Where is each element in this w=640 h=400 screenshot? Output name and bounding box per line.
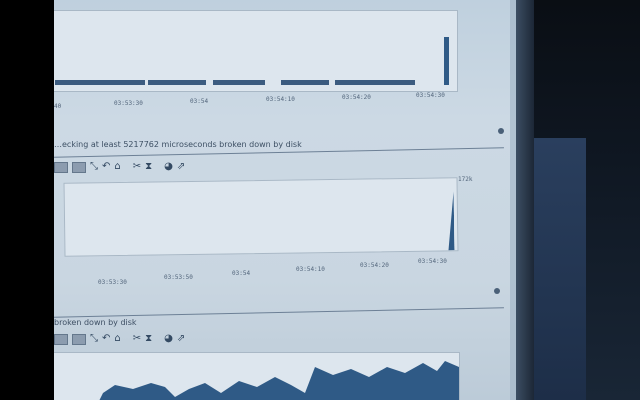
export-icon[interactable]: ⇗ — [176, 333, 186, 344]
x-tick: 03:54:10 — [296, 266, 325, 273]
plot-area-1 — [54, 10, 458, 92]
chart-panel-3: broken down by disk ⤡ ↶ ⌂ ✂ ⧗ ◕ ⇗ — [54, 304, 516, 400]
x-tick: 03:53:50 — [164, 274, 193, 281]
monitor-bezel — [516, 0, 534, 400]
scissors-icon[interactable]: ✂ — [132, 333, 142, 344]
background-left — [0, 0, 54, 400]
x-tick: 03:54 — [190, 98, 209, 105]
zoom-icon[interactable]: ⤡ — [90, 333, 98, 344]
x-tick: 03:53:30 — [114, 100, 143, 107]
lock-icon[interactable]: ⌂ — [114, 333, 121, 344]
hourglass-icon[interactable]: ⧗ — [145, 333, 153, 344]
panel-title: …ecking at least 5217762 microseconds br… — [54, 140, 302, 149]
chart-toolbar-2: ⤡ ↶ ⌂ ✂ ⧗ ◕ ⇗ — [54, 160, 185, 174]
area-series — [99, 361, 459, 400]
pie-icon[interactable]: ◕ — [164, 333, 173, 344]
export-icon[interactable]: ⇗ — [176, 161, 186, 172]
table-icon[interactable] — [54, 161, 68, 173]
timeline-segment — [335, 80, 415, 85]
undo-icon[interactable]: ↶ — [102, 333, 111, 344]
timeline-segment — [213, 80, 265, 85]
timeline-segment — [55, 80, 145, 85]
plot-area-2 — [63, 177, 459, 257]
timeline-segment — [281, 80, 329, 85]
lock-icon[interactable]: ⌂ — [114, 161, 121, 172]
calendar-icon[interactable] — [72, 161, 86, 173]
chart-panel-1: 40 03:53:30 03:54 03:54:10 03:54:20 03:5… — [54, 0, 516, 140]
x-tick: 03:54:20 — [342, 94, 371, 101]
table-icon[interactable] — [54, 333, 68, 345]
x-tick: 03:54 — [232, 270, 251, 277]
panel-settings-icon[interactable] — [498, 128, 504, 134]
scissors-icon[interactable]: ✂ — [132, 161, 142, 172]
timeline-segment — [148, 80, 206, 85]
zoom-icon[interactable]: ⤡ — [90, 161, 98, 172]
x-tick: 03:54:20 — [360, 262, 389, 269]
data-spike — [448, 190, 455, 250]
calendar-icon[interactable] — [72, 333, 86, 345]
x-tick: 03:53:30 — [98, 279, 127, 286]
plot-area-3 — [54, 352, 460, 400]
undo-icon[interactable]: ↶ — [102, 161, 111, 172]
chart-toolbar-3: ⤡ ↶ ⌂ ✂ ⧗ ◕ ⇗ — [54, 332, 185, 346]
timeline-bars-1 — [54, 37, 457, 91]
chart-panel-2: …ecking at least 5217762 microseconds br… — [54, 136, 516, 296]
x-tick: 03:54:30 — [416, 92, 445, 99]
y-axis-max-label: 172k — [458, 176, 473, 183]
x-tick: 03:54:10 — [266, 96, 295, 103]
data-spike — [444, 37, 449, 85]
monitor-screen: 40 03:53:30 03:54 03:54:10 03:54:20 03:5… — [54, 0, 516, 400]
background-panel — [534, 138, 586, 400]
panel-title: broken down by disk — [54, 318, 137, 327]
x-tick: 40 — [54, 103, 62, 110]
x-tick: 03:54:30 — [418, 258, 447, 265]
panel-settings-icon[interactable] — [494, 288, 500, 294]
screen-edge — [510, 0, 516, 400]
hourglass-icon[interactable]: ⧗ — [145, 161, 153, 172]
divider — [54, 307, 504, 318]
pie-icon[interactable]: ◕ — [164, 161, 173, 172]
